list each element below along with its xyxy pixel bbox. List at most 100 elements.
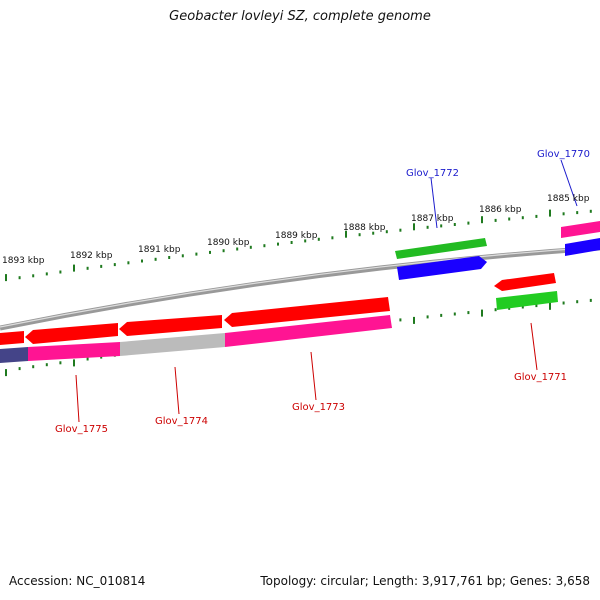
genome-summary: Topology: circular; Length: 3,917,761 bp… (260, 574, 590, 588)
outer-tick-mark (127, 261, 130, 265)
feature-blue-1772 (397, 256, 487, 280)
tick-label: 1889 kbp (275, 231, 318, 241)
gene-label-glov-1775: Glov_1775 (55, 424, 108, 435)
outer-tick-mark (113, 263, 116, 267)
gene-label-glov-1770: Glov_1770 (537, 149, 590, 160)
inner-tick-mark (59, 361, 62, 365)
tick-label: 1885 kbp (547, 194, 590, 204)
outer-tick-mark (249, 245, 252, 249)
tick-label: 1887 kbp (411, 214, 454, 224)
inner-tick-mark (5, 369, 7, 377)
leader-line-1775 (75, 374, 80, 423)
inner-tick-mark (426, 315, 429, 319)
feature-green-1772 (395, 238, 487, 259)
feature-blue-1770 (565, 238, 600, 256)
outer-tick-mark (481, 216, 483, 224)
outer-tick-mark (32, 274, 35, 278)
outer-tick-mark (195, 252, 198, 256)
outer-tick-mark (562, 212, 565, 216)
outer-tick-mark (100, 264, 103, 268)
outer-tick-mark (521, 216, 524, 220)
outer-tick-mark (45, 272, 48, 276)
outer-tick-mark (385, 230, 388, 234)
inner-tick-mark (399, 318, 402, 322)
feature-green-1771 (496, 291, 558, 310)
outer-tick-mark (358, 233, 361, 237)
outer-tick-mark (399, 228, 402, 232)
outer-tick-mark (209, 250, 211, 254)
outer-tick-mark (277, 242, 279, 246)
tick-labels: 1893 kbp 1892 kbp 1891 kbp 1890 kbp 1889 kbp… (2, 194, 590, 266)
inner-tick-mark (32, 365, 35, 369)
inner-tick-mark (589, 298, 592, 302)
leader-line-1773 (310, 351, 317, 401)
outer-tick-mark (5, 274, 7, 282)
outer-tick-mark (589, 209, 592, 213)
outer-tick-mark (440, 224, 443, 228)
outer-tick-mark (154, 257, 157, 261)
outer-tick-mark (508, 217, 511, 221)
inner-tick-mark (45, 363, 48, 367)
outer-tick-mark (304, 239, 307, 243)
tick-label: 1886 kbp (479, 205, 522, 215)
outer-tick-mark (467, 221, 470, 225)
outer-tick-mark (535, 214, 538, 218)
leader-line-1774 (174, 366, 180, 415)
outer-tick-mark (317, 237, 320, 241)
genome-backbone-highlight (0, 246, 600, 328)
outer-tick-mark (290, 241, 293, 244)
inner-tick-mark (440, 313, 443, 317)
tick-label: 1888 kbp (343, 223, 386, 233)
outer-tick-mark (331, 236, 334, 240)
outer-tick-mark (168, 256, 171, 259)
gene-label-glov-1772: Glov_1772 (406, 168, 459, 179)
outer-tick-ruler (5, 209, 592, 282)
inner-tick-mark (576, 300, 579, 304)
gene-label-glov-1774: Glov_1774 (155, 416, 208, 427)
inner-tick-mark (494, 308, 497, 312)
outer-tick-mark (141, 259, 143, 263)
inner-tick-mark (467, 311, 470, 315)
outer-tick-mark (73, 264, 75, 272)
leader-line-1770 (560, 159, 578, 207)
outer-tick-mark (372, 231, 375, 235)
feature-track-outer (395, 221, 600, 310)
tick-label: 1893 kbp (2, 256, 45, 266)
map-title: Geobacter lovleyi SZ, complete genome (169, 9, 431, 24)
outer-tick-mark (263, 244, 266, 248)
inner-tick-mark (535, 304, 538, 308)
outer-tick-mark (413, 223, 415, 231)
inner-tick-mark (18, 367, 21, 371)
inner-tick-mark (100, 355, 103, 359)
gene-label-glov-1773: Glov_1773 (292, 402, 345, 413)
outer-tick-mark (18, 276, 21, 280)
outer-tick-mark (222, 249, 225, 253)
accession-text: Accession: NC_010814 (9, 574, 146, 588)
inner-tick-mark (481, 309, 483, 317)
genome-backbone (0, 245, 600, 331)
tick-label: 1892 kbp (70, 251, 113, 261)
outer-tick-mark (426, 225, 429, 229)
inner-tick-mark (562, 301, 565, 305)
inner-tick-mark (549, 302, 551, 310)
tick-label: 1891 kbp (138, 245, 181, 255)
tick-label: 1890 kbp (207, 238, 250, 248)
feature-magenta-1770 (561, 221, 600, 238)
outer-tick-mark (59, 270, 62, 274)
feature-track-left-red (0, 297, 390, 345)
feature-track-left-lower (0, 315, 392, 363)
inner-tick-mark (413, 316, 415, 324)
inner-tick-mark (453, 312, 456, 316)
inner-tick-mark (73, 359, 75, 367)
outer-tick-mark (576, 211, 579, 215)
outer-tick-mark (345, 230, 347, 238)
outer-tick-mark (453, 223, 456, 226)
outer-tick-mark (86, 266, 89, 270)
outer-tick-mark (236, 247, 239, 251)
gene-label-glov-1771: Glov_1771 (514, 372, 567, 383)
inner-tick-mark (86, 357, 89, 361)
leader-line-1771 (530, 322, 538, 371)
leader-line-1772 (430, 177, 438, 229)
outer-tick-mark (494, 218, 497, 222)
